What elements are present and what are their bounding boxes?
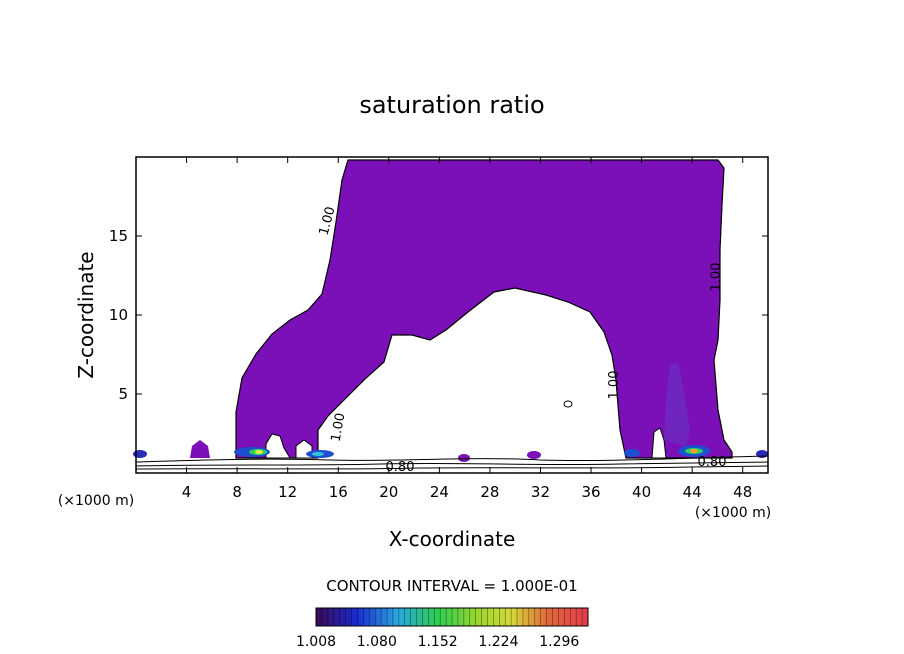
ground-patch [190, 440, 210, 458]
x-unit-right: (×1000 m) [695, 505, 771, 521]
x-tick-label: 4 [182, 483, 192, 501]
ground-patch [756, 450, 768, 458]
colorbar-label: 1.008 [296, 634, 336, 650]
x-tick-label: 44 [683, 483, 702, 501]
y-tick-label: 5 [118, 385, 128, 403]
ground-patch [255, 450, 263, 454]
contour-label: 0.80 [386, 460, 415, 475]
y-axis: 5 10 15 [109, 227, 768, 403]
x-axis-label: X-coordinate [389, 527, 516, 551]
x-tick-label: 40 [632, 483, 651, 501]
x-tick-label: 12 [278, 483, 297, 501]
contour-label: 0.80 [698, 455, 727, 470]
contour-interval: CONTOUR INTERVAL = 1.000E-01 [326, 577, 577, 595]
x-tick-label: 36 [581, 483, 600, 501]
unsaturated-pocket [651, 427, 667, 459]
ground-patch [133, 450, 147, 458]
x-tick-label: 24 [430, 483, 449, 501]
ground-patch [312, 452, 324, 456]
colorbar-ticks [321, 608, 583, 626]
small-contour [563, 400, 573, 408]
faint-band [664, 362, 690, 446]
plot-area: 1.00 1.00 1.00 1.00 0.80 0.80 [133, 156, 769, 475]
ground-patch [690, 449, 698, 453]
y-axis-label: Z-coordinate [74, 251, 98, 378]
x-tick-label: 20 [379, 483, 398, 501]
x-tick-label: 28 [480, 483, 499, 501]
contour-label: 1.00 [317, 205, 339, 237]
colorbar-label: 1.080 [357, 634, 397, 650]
contour-line [135, 455, 769, 463]
ground-patch [527, 451, 541, 459]
x-tick-label: 32 [531, 483, 550, 501]
contour-line [135, 465, 769, 470]
x-tick-label: 16 [329, 483, 348, 501]
colorbar: 1.008 1.080 1.152 1.224 1.296 [296, 607, 589, 650]
colorbar-labels: 1.008 1.080 1.152 1.224 1.296 [296, 634, 579, 650]
contour-line [135, 461, 769, 467]
ground-patch [458, 454, 470, 462]
colorbar-label: 1.152 [418, 634, 458, 650]
unsaturated-pocket [265, 433, 291, 459]
supersaturation-region [235, 159, 733, 459]
contour-label: 1.00 [329, 412, 349, 443]
y-tick-label: 10 [109, 306, 128, 324]
y-tick-label: 15 [109, 227, 128, 245]
contour-label: 1.00 [607, 371, 622, 400]
x-unit-left: (×1000 m) [58, 493, 134, 509]
ground-patch [624, 449, 640, 457]
x-tick-label: 8 [232, 483, 242, 501]
colorbar-label: 1.224 [478, 634, 518, 650]
chart-title: saturation ratio [359, 91, 544, 119]
x-tick-label: 48 [733, 483, 752, 501]
colorbar-label: 1.296 [539, 634, 579, 650]
contour-label: 1.00 [709, 263, 724, 292]
x-axis: 4 8 12 16 20 24 28 32 36 40 44 48 [182, 157, 752, 501]
